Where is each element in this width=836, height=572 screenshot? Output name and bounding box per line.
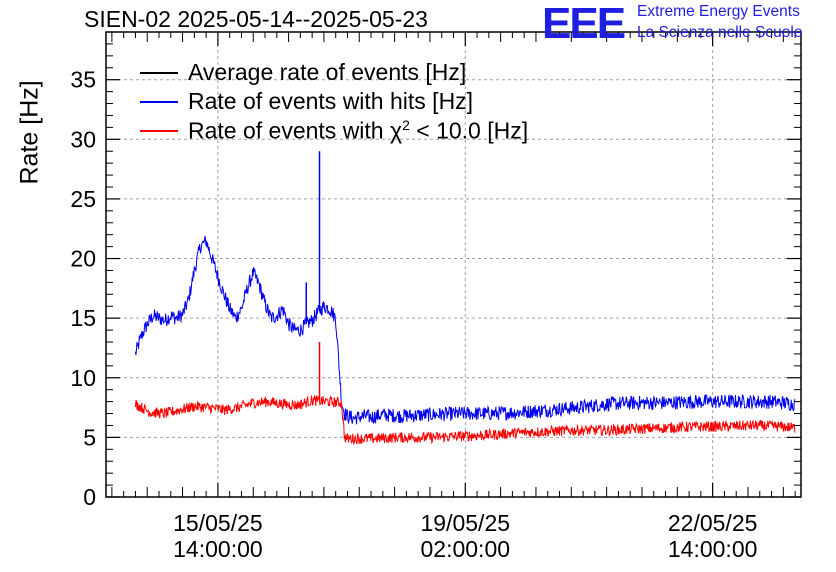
brand-line-2: La Scienza nelle Scuole xyxy=(637,24,803,41)
y-tick-label: 5 xyxy=(83,424,96,450)
y-tick-label: 10 xyxy=(70,365,96,391)
legend-entry-chi: Rate of events with χ2 < 10.0 [Hz] xyxy=(140,116,528,145)
legend-entry-avg: Average rate of events [Hz] xyxy=(140,58,528,87)
y-axis-label: Rate [Hz] xyxy=(15,80,44,185)
x-tick-label-time: 14:00:00 xyxy=(668,536,758,562)
y-tick-label: 25 xyxy=(70,186,96,212)
x-tick-label-date: 19/05/25 xyxy=(421,510,511,536)
legend-label-avg: Average rate of events [Hz] xyxy=(188,59,467,85)
chart-title: SIEN-02 2025-05-14--2025-05-23 xyxy=(84,6,428,32)
legend-entry-hits: Rate of events with hits [Hz] xyxy=(140,87,528,116)
grid-layer xyxy=(106,32,801,497)
y-tick-label: 15 xyxy=(70,305,96,331)
legend-swatch-hits xyxy=(140,100,178,103)
series-line-chi xyxy=(134,394,796,446)
x-tick-label-time: 02:00:00 xyxy=(421,536,511,562)
y-tick-label: 20 xyxy=(70,246,96,272)
legend-label-hits: Rate of events with hits [Hz] xyxy=(188,88,474,114)
legend-swatch-chi xyxy=(140,129,178,132)
x-tick-label-date: 22/05/25 xyxy=(668,510,758,536)
axis-layer: 0510152025303515/05/2514:00:0019/05/2502… xyxy=(70,31,801,562)
legend: Average rate of events [Hz] Rate of even… xyxy=(140,58,528,145)
legend-label-chi: Rate of events with χ2 < 10.0 [Hz] xyxy=(188,116,529,144)
y-tick-label: 35 xyxy=(70,67,96,93)
series-line-hits xyxy=(134,235,796,425)
x-tick-label-date: 15/05/25 xyxy=(173,510,263,536)
series-layer xyxy=(134,151,796,446)
brand-line-1: Extreme Energy Events xyxy=(637,3,800,20)
y-tick-label: 0 xyxy=(83,484,96,510)
y-tick-label: 30 xyxy=(70,126,96,152)
x-tick-label-time: 14:00:00 xyxy=(173,536,263,562)
legend-swatch-avg xyxy=(140,71,178,74)
eee-logo: EEE xyxy=(542,0,626,48)
